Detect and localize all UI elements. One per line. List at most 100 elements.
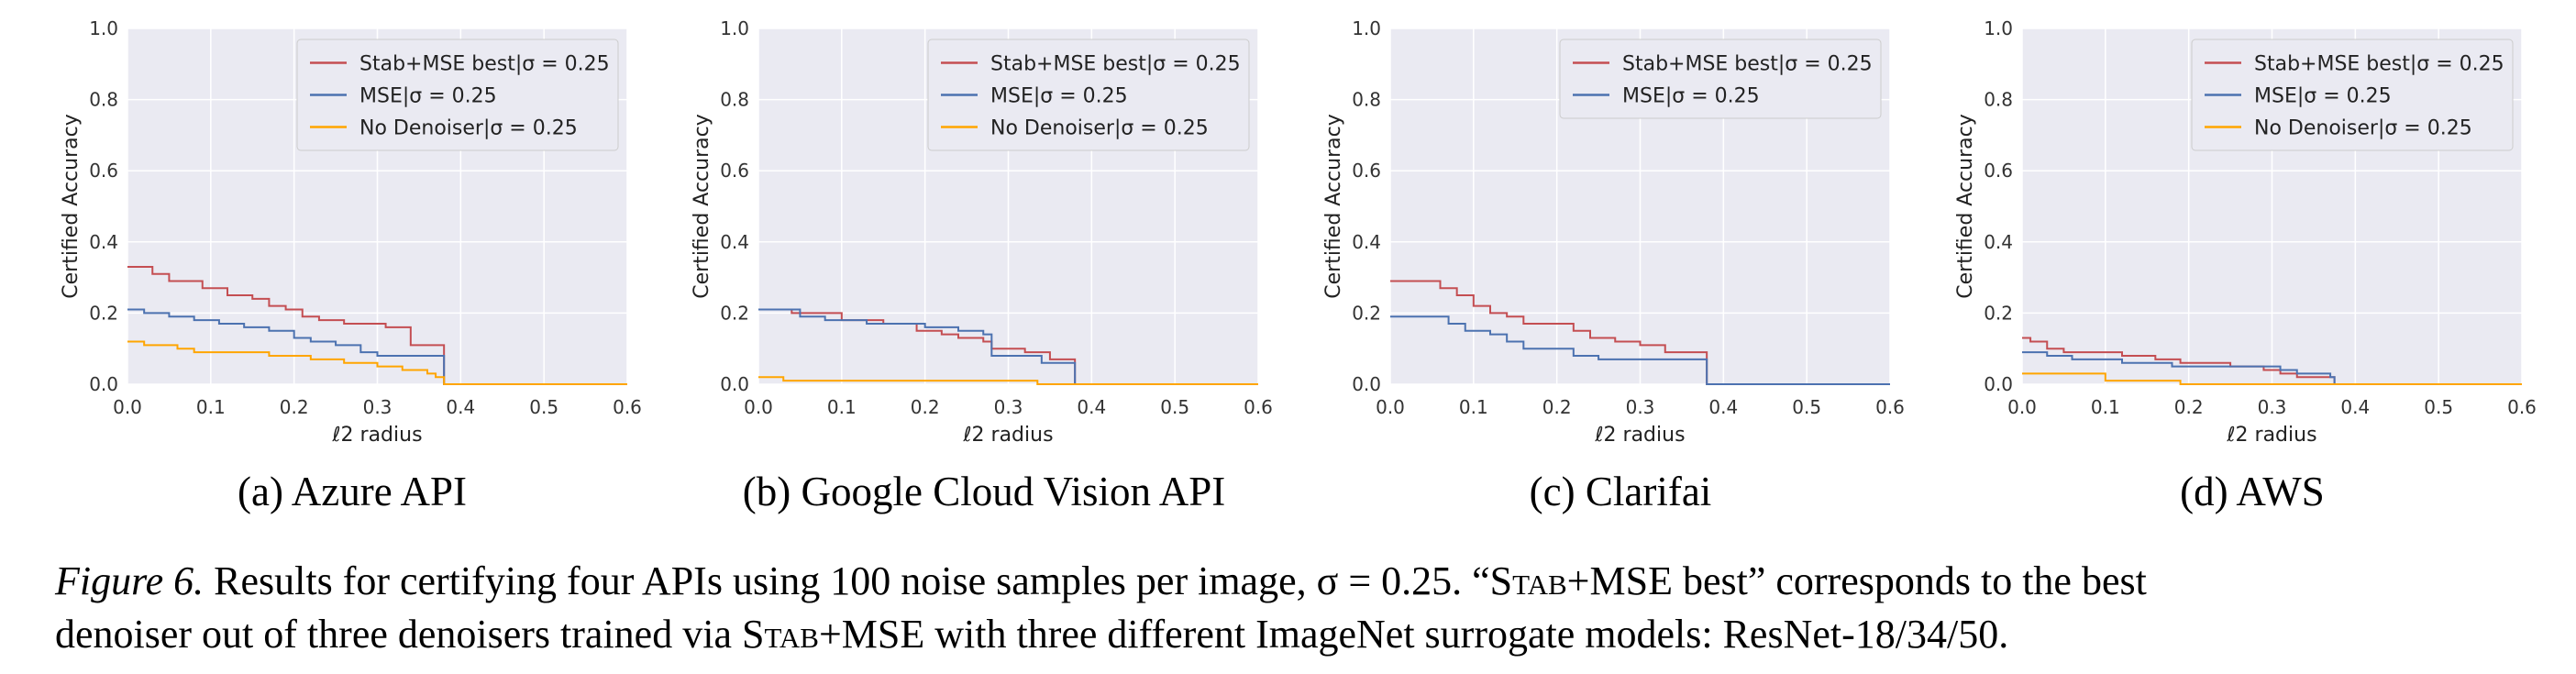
subcaption-d: (d) AWS	[2180, 469, 2325, 514]
x-tick-label: 0.2	[280, 396, 309, 418]
subcaption-b: (b) Google Cloud Vision API	[742, 469, 1226, 514]
series-line-mse	[758, 308, 1258, 385]
y-tick-label: 0.2	[89, 302, 118, 324]
chart-panel-0: 0.0 0.1 0.2 0.3 0.4 0.5 0.6 0.0 0.2 0.4 0.6 0.8 1.0 ℓ…	[60, 17, 642, 447]
chart-panel-3: 0.0 0.1 0.2 0.3 0.4 0.5 0.6 0.0 0.2 0.4 0.6 0.8 1.0 ℓ…	[1954, 17, 2537, 447]
series-line-mse	[1390, 315, 1890, 385]
x-tick-label: 0.0	[2007, 396, 2037, 418]
legend: Stab+MSE best|σ = 0.25 MSE|σ = 0.25 No Den…	[927, 39, 1250, 151]
y-tick-label: 0.2	[720, 302, 749, 324]
y-tick-label: 1.0	[1352, 17, 1381, 39]
x-tick-label: 0.3	[363, 396, 392, 418]
legend: Stab+MSE best|σ = 0.25 MSE|σ = 0.25 No Den…	[296, 39, 619, 151]
legend-entry-label: MSE|σ = 0.25	[2254, 85, 2392, 108]
series-line-no_denoiser	[2022, 372, 2522, 385]
x-axis-label: ℓ2 radius	[1594, 424, 1685, 447]
x-tick-label: 0.0	[744, 396, 773, 418]
x-tick-label: 0.1	[2091, 396, 2120, 418]
y-tick-label: 0.8	[89, 89, 118, 111]
x-tick-label: 0.3	[2258, 396, 2287, 418]
x-tick-label: 0.2	[911, 396, 940, 418]
series-line-no_denoiser	[758, 376, 1258, 385]
y-axis-label: Certified Accuracy	[1322, 114, 1345, 298]
x-tick-label: 0.5	[2424, 396, 2453, 418]
y-tick-label: 0.4	[720, 231, 749, 253]
x-tick-label: 0.1	[827, 396, 857, 418]
legend-entry-label: MSE|σ = 0.25	[1622, 85, 1760, 108]
x-axis-label: ℓ2 radius	[962, 424, 1053, 447]
y-tick-label: 0.4	[89, 231, 118, 253]
legend-entry-label: No Denoiser|σ = 0.25	[359, 117, 578, 140]
y-tick-label: 0.0	[1984, 373, 2013, 395]
figure-label: Figure 6.	[55, 558, 205, 603]
x-tick-label: 0.4	[1708, 396, 1738, 418]
x-tick-label: 0.1	[196, 396, 226, 418]
y-tick-label: 0.4	[1984, 231, 2013, 253]
y-axis-label: Certified Accuracy	[1954, 114, 1977, 298]
legend: Stab+MSE best|σ = 0.25 MSE|σ = 0.25	[1559, 39, 1882, 119]
series-line-mse	[2022, 351, 2522, 385]
y-tick-label: 0.2	[1984, 302, 2013, 324]
chart-panel-1: 0.0 0.1 0.2 0.3 0.4 0.5 0.6 0.0 0.2 0.4 0.6 0.8 1.0 ℓ…	[691, 17, 1273, 447]
x-tick-label: 0.3	[994, 396, 1023, 418]
series-line-stab_mse_best	[127, 265, 627, 385]
y-tick-label: 0.0	[89, 373, 118, 395]
y-tick-label: 0.0	[720, 373, 749, 395]
x-tick-label: 0.6	[1244, 396, 1273, 418]
y-axis-label: Certified Accuracy	[691, 114, 713, 298]
y-tick-label: 0.8	[1984, 89, 2013, 111]
caption-text-2b: +MSE with three different ImageNet surro…	[818, 612, 2009, 657]
legend-entry-label: MSE|σ = 0.25	[990, 85, 1128, 108]
caption-line-1: Figure 6. Results for certifying four AP…	[55, 555, 2568, 608]
figure-caption: Figure 6. Results for certifying four AP…	[55, 555, 2568, 661]
legend-entry-label: No Denoiser|σ = 0.25	[2254, 117, 2472, 140]
legend-entry-label: Stab+MSE best|σ = 0.25	[2254, 53, 2504, 76]
caption-text-1b: +MSE best” corresponds to the best	[1566, 558, 2147, 603]
legend-entry-label: Stab+MSE best|σ = 0.25	[359, 53, 610, 76]
x-tick-label: 0.6	[1875, 396, 1905, 418]
x-tick-label: 0.4	[2340, 396, 2370, 418]
y-tick-label: 0.6	[720, 160, 749, 182]
x-axis-label: ℓ2 radius	[331, 424, 422, 447]
y-tick-label: 1.0	[1984, 17, 2013, 39]
y-tick-label: 0.6	[89, 160, 118, 182]
caption-line-2: denoiser out of three denoisers trained …	[55, 608, 2568, 661]
y-tick-label: 1.0	[720, 17, 749, 39]
series-line-mse	[127, 308, 627, 385]
caption-smallcaps-1: Stab	[1489, 558, 1567, 603]
legend: Stab+MSE best|σ = 0.25 MSE|σ = 0.25 No Den…	[2191, 39, 2514, 151]
y-tick-label: 0.2	[1352, 302, 1381, 324]
y-tick-label: 0.8	[1352, 89, 1381, 111]
y-tick-label: 0.8	[720, 89, 749, 111]
series-line-no_denoiser	[127, 340, 627, 385]
x-tick-label: 0.2	[1542, 396, 1572, 418]
series-line-stab_mse_best	[2022, 337, 2522, 385]
legend-box	[296, 39, 619, 151]
y-tick-label: 0.4	[1352, 231, 1381, 253]
y-axis-label: Certified Accuracy	[60, 114, 83, 298]
x-tick-label: 0.5	[1160, 396, 1189, 418]
x-tick-label: 0.5	[1792, 396, 1821, 418]
x-tick-label: 0.1	[1459, 396, 1488, 418]
legend-entry-label: MSE|σ = 0.25	[359, 85, 497, 108]
x-tick-label: 0.0	[1376, 396, 1405, 418]
legend-box	[927, 39, 1250, 151]
x-tick-label: 0.4	[1077, 396, 1106, 418]
legend-box	[1559, 39, 1882, 119]
y-tick-label: 1.0	[89, 17, 118, 39]
legend-box	[2191, 39, 2514, 151]
caption-smallcaps-2: Stab	[741, 612, 819, 657]
caption-text-1a: Results for certifying four APIs using 1…	[204, 558, 1490, 603]
legend-entry-label: Stab+MSE best|σ = 0.25	[1622, 53, 1873, 76]
x-tick-label: 0.2	[2174, 396, 2204, 418]
chart-panel-2: 0.0 0.1 0.2 0.3 0.4 0.5 0.6 0.0 0.2 0.4 0.6 0.8 1.0 ℓ…	[1322, 17, 1905, 447]
legend-entry-label: No Denoiser|σ = 0.25	[990, 117, 1209, 140]
x-axis-label: ℓ2 radius	[2226, 424, 2316, 447]
legend-entry-label: Stab+MSE best|σ = 0.25	[990, 53, 1241, 76]
y-tick-label: 0.6	[1352, 160, 1381, 182]
caption-text-2a: denoiser out of three denoisers trained …	[55, 612, 742, 657]
x-tick-label: 0.6	[2507, 396, 2537, 418]
x-tick-label: 0.4	[446, 396, 475, 418]
y-tick-label: 0.0	[1352, 373, 1381, 395]
